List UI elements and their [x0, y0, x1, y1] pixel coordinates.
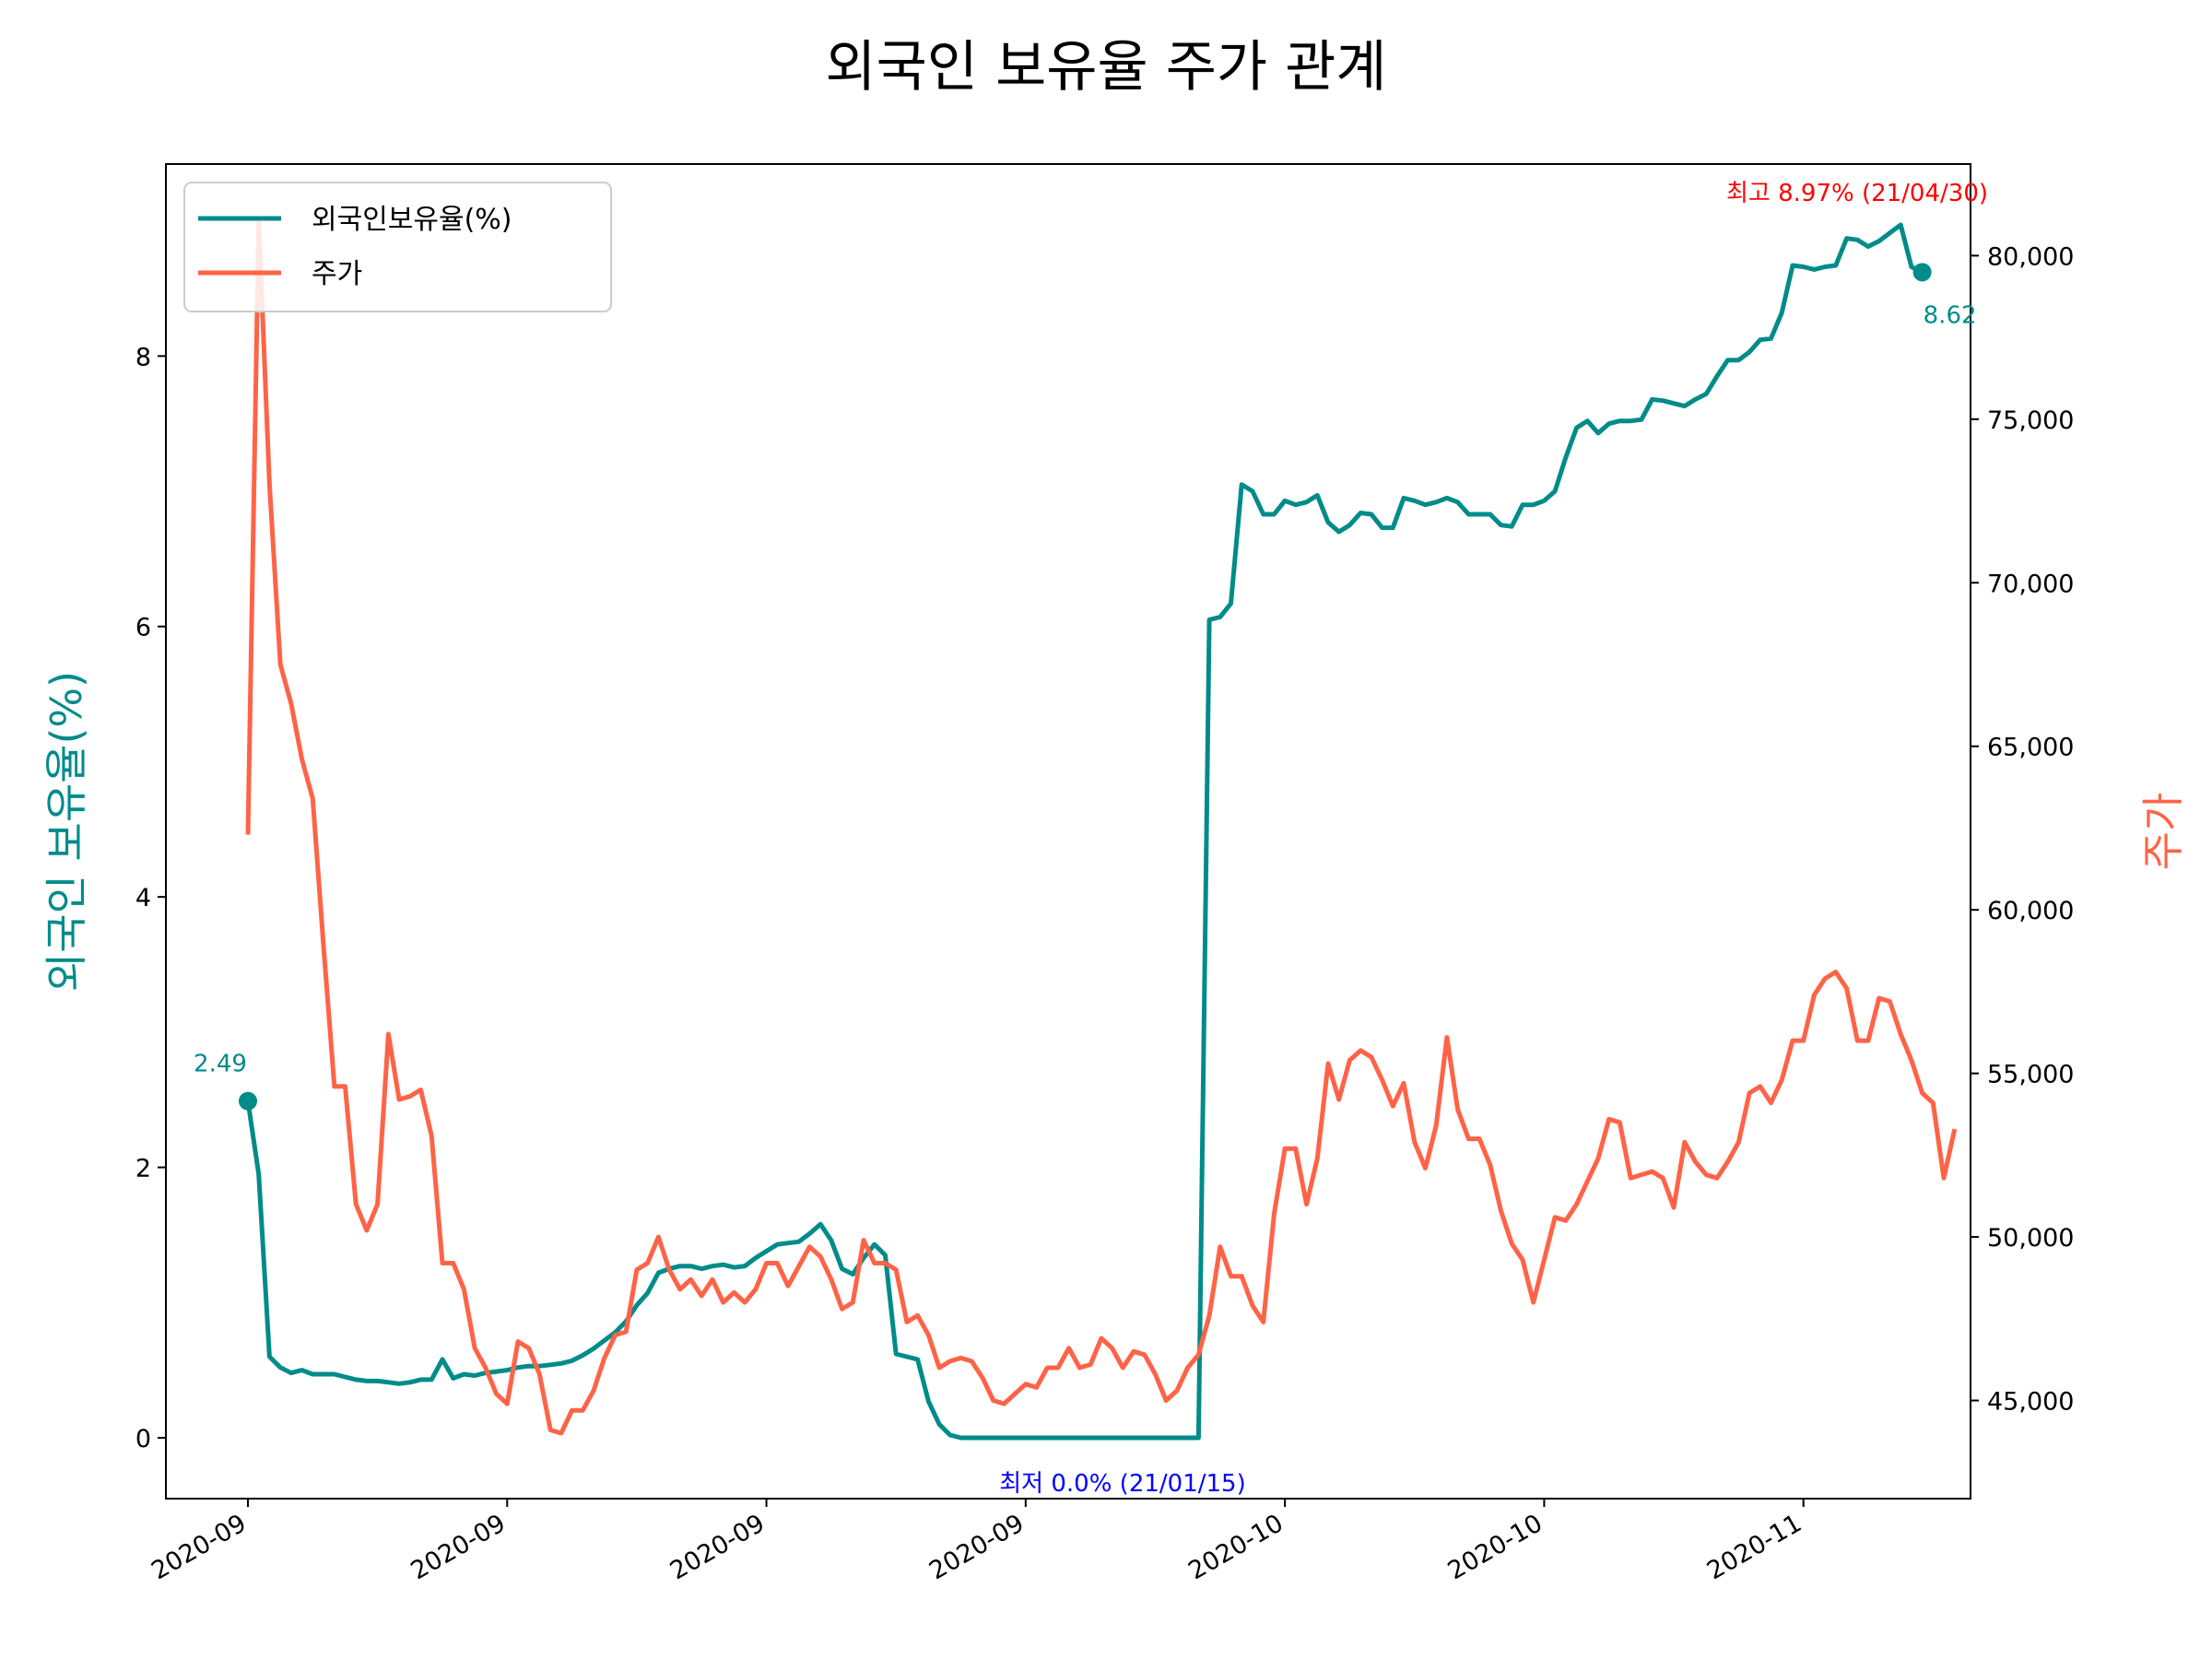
x-tick-label: 2020-10: [1443, 1509, 1547, 1585]
start-value-label: 2.49: [194, 1051, 247, 1078]
y-right-tick-label: 80,000: [1987, 242, 2074, 271]
y-right-tick-label: 65,000: [1987, 734, 2074, 762]
y-right-tick-label: 75,000: [1987, 406, 2074, 435]
y-right-tick-label: 60,000: [1987, 897, 2074, 925]
y-right-tick-label: 45,000: [1987, 1388, 2074, 1417]
y-left-tick-label: 4: [135, 884, 151, 912]
series-line-price: [245, 217, 1958, 1436]
y-axis-right-label: 주가: [2138, 793, 2188, 871]
y-right-tick-label: 50,000: [1987, 1224, 2074, 1253]
x-tick-label: 2020-11: [1702, 1509, 1806, 1585]
min-annotation: 최저 0.0% (21/01/15): [999, 1470, 1245, 1498]
legend-label-price: 주가: [312, 258, 362, 290]
y-right-tick-label: 55,000: [1987, 1061, 2074, 1089]
plot-area: [165, 163, 1971, 1500]
y-left-tick-label: 6: [135, 614, 151, 642]
y-left-tick-label: 0: [135, 1425, 151, 1453]
series-line-ownership: [245, 222, 1924, 1441]
start-point-marker: [239, 1091, 257, 1111]
y-left-tick-label: 2: [135, 1155, 151, 1183]
y-axis-left-label: 외국인 보유율(%): [41, 671, 91, 992]
max-annotation: 최고 8.97% (21/04/30): [1726, 180, 1988, 207]
x-tick-label: 2020-10: [1183, 1509, 1288, 1585]
end-point-marker: [1912, 263, 1932, 282]
legend: 외국인보유율(%) 주가: [183, 182, 612, 312]
legend-label-ownership: 외국인보유율(%): [312, 204, 512, 236]
legend-box: [183, 182, 612, 312]
y-right-tick-label: 70,000: [1987, 570, 2074, 598]
x-tick-label: 2020-09: [665, 1509, 770, 1585]
y-left-tick-label: 8: [135, 343, 151, 371]
x-tick-label: 2020-09: [924, 1509, 1029, 1585]
x-tick-label: 2020-09: [406, 1509, 511, 1585]
end-value-label: 8.62: [1924, 301, 1977, 329]
x-tick-label: 2020-09: [147, 1509, 251, 1585]
chart-title: 외국인 보유율 주가 관계: [825, 35, 1386, 100]
